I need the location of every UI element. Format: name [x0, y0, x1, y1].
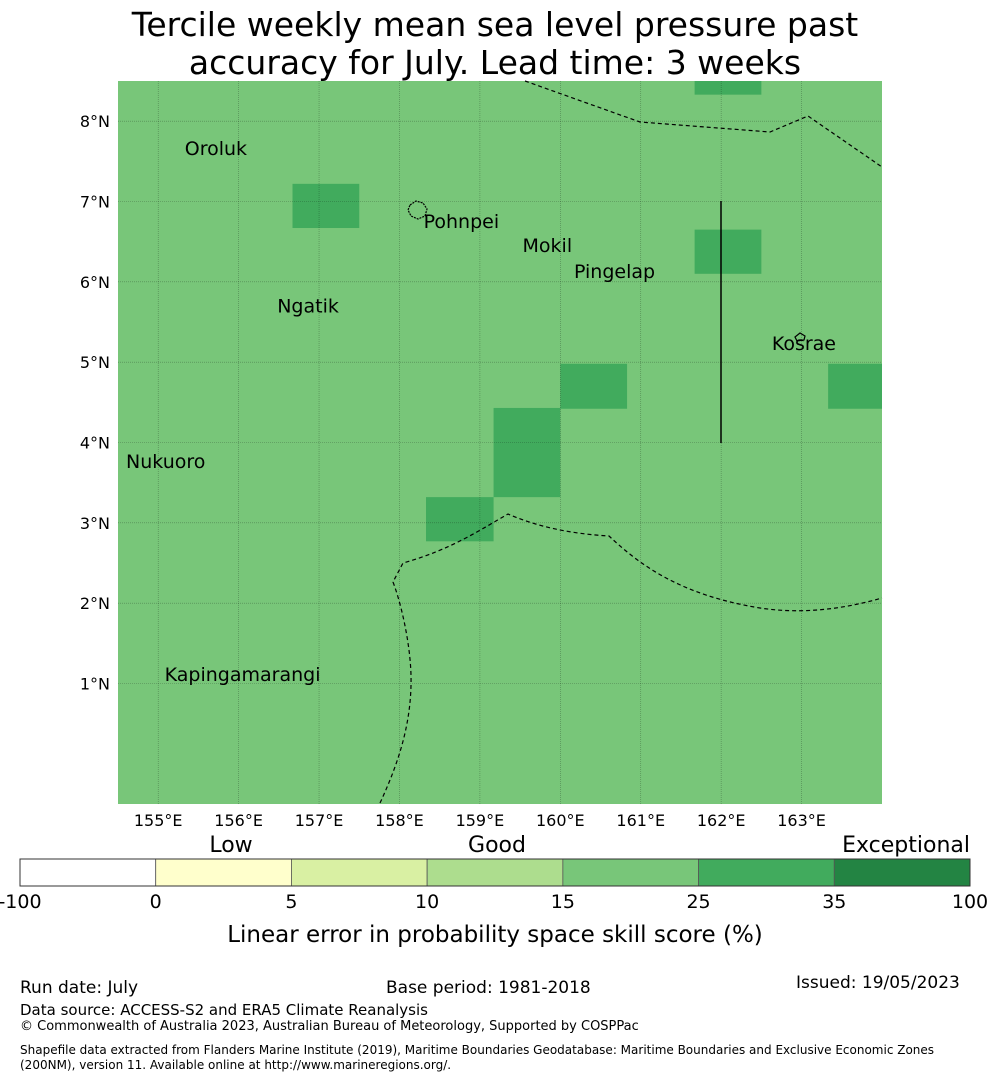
skill-cell-6: [426, 497, 494, 542]
lon-tick-label: 158°E: [375, 811, 424, 830]
lat-tick-label: 4°N: [80, 434, 110, 453]
colorbar-legend: [19, 858, 971, 887]
colorbar-bin-5: [698, 858, 835, 887]
lon-tick-label: 156°E: [214, 811, 263, 830]
colorbar-bin-2: [291, 858, 428, 887]
lat-tick-label: 3°N: [80, 514, 110, 533]
place-label-kapingamarangi: Kapingamarangi: [165, 664, 321, 686]
latitude-tick-labels: 8°N 7°N 6°N 5°N 4°N 3°N 2°N 1°N: [80, 112, 110, 693]
skill-cell-4: [828, 363, 882, 409]
eez-boundary-south: [379, 513, 883, 804]
colorbar-bin-0: [19, 858, 157, 887]
skill-cell-3: [560, 363, 628, 409]
skill-cell-0: [694, 81, 762, 95]
lat-tick-label: 8°N: [80, 112, 110, 131]
place-label-ngatik: Ngatik: [277, 295, 339, 317]
lon-tick-label: 155°E: [134, 811, 183, 830]
lat-tick-label: 5°N: [80, 353, 110, 372]
colorbar-bin-3: [426, 858, 564, 887]
pohnpei-island-shape: [407, 200, 428, 220]
kosrae-island-shape: [794, 332, 806, 342]
lon-tick-label: 160°E: [536, 811, 585, 830]
issued-date: Issued: 19/05/2023: [796, 973, 960, 993]
place-label-mokil: Mokil: [523, 235, 573, 257]
copyright-notice: © Commonwealth of Australia 2023, Austra…: [20, 1019, 639, 1034]
base-period: Base period: 1981-2018: [386, 978, 591, 998]
colorbar-bin-6: [833, 858, 971, 887]
legend-category-labels: Low Good Exceptional: [209, 833, 970, 858]
lon-tick-label: 161°E: [616, 811, 665, 830]
place-label-oroluk: Oroluk: [185, 138, 247, 160]
title-line-1: Tercile weekly mean sea level pressure p…: [131, 5, 859, 44]
shapefile-credit-line-1: Shapefile data extracted from Flanders M…: [20, 1043, 935, 1057]
colorbar-bin-1: [155, 858, 292, 887]
place-label-nukuoro: Nukuoro: [126, 451, 205, 473]
lon-tick-label: 159°E: [456, 811, 505, 830]
place-label-pohnpei: Pohnpei: [424, 211, 500, 233]
skill-cell-1: [292, 183, 360, 229]
colorbar-tick-label: 5: [285, 891, 297, 913]
colorbar-tick-label: 0: [150, 891, 162, 913]
legend-tick-labels: -100 0 5 10 15 25 35 100: [0, 891, 988, 913]
lat-tick-label: 7°N: [80, 193, 110, 212]
legend-category-exceptional: Exceptional: [842, 833, 970, 858]
lon-tick-label: 162°E: [697, 811, 746, 830]
data-source: Data source: ACCESS-S2 and ERA5 Climate …: [20, 1001, 428, 1019]
longitude-tick-labels: 155°E 156°E 157°E 158°E 159°E 160°E 161°E 162°E…: [134, 811, 826, 830]
lon-tick-label: 163°E: [777, 811, 826, 830]
colorbar-tick-label: 25: [686, 891, 710, 913]
chart-title: Tercile weekly mean sea level pressure p…: [0, 6, 990, 82]
colorbar-tick-label: 35: [822, 891, 846, 913]
colorbar-tick-label: 100: [952, 891, 988, 913]
legend-category-good: Good: [468, 833, 526, 858]
legend-category-low: Low: [209, 833, 252, 858]
place-label-pingelap: Pingelap: [574, 261, 655, 283]
colorbar-bin-4: [562, 858, 699, 887]
colorbar-tick-label: -100: [0, 891, 42, 913]
colorbar-frame: [19, 858, 971, 887]
colorbar-tick-label: 15: [551, 891, 575, 913]
skill-cell-5: [493, 407, 561, 498]
lat-tick-label: 1°N: [80, 675, 110, 694]
skill-cell-2: [694, 229, 762, 274]
island-outlines: [407, 200, 806, 342]
run-date: Run date: July: [20, 978, 139, 998]
title-line-2: accuracy for July. Lead time: 3 weeks: [188, 43, 802, 82]
shapefile-credit-line-2: (200NM), version 11. Available online at…: [20, 1058, 452, 1072]
lon-tick-label: 157°E: [295, 811, 344, 830]
lat-tick-label: 2°N: [80, 594, 110, 613]
colorbar-tick-label: 10: [415, 891, 439, 913]
eez-boundary-north: [524, 80, 883, 168]
lat-tick-label: 6°N: [80, 273, 110, 292]
place-label-kosrae: Kosrae: [772, 333, 836, 355]
map-cells: [118, 81, 882, 804]
colorbar-label: Linear error in probability space skill …: [227, 922, 763, 948]
maritime-boundaries: [379, 80, 883, 804]
